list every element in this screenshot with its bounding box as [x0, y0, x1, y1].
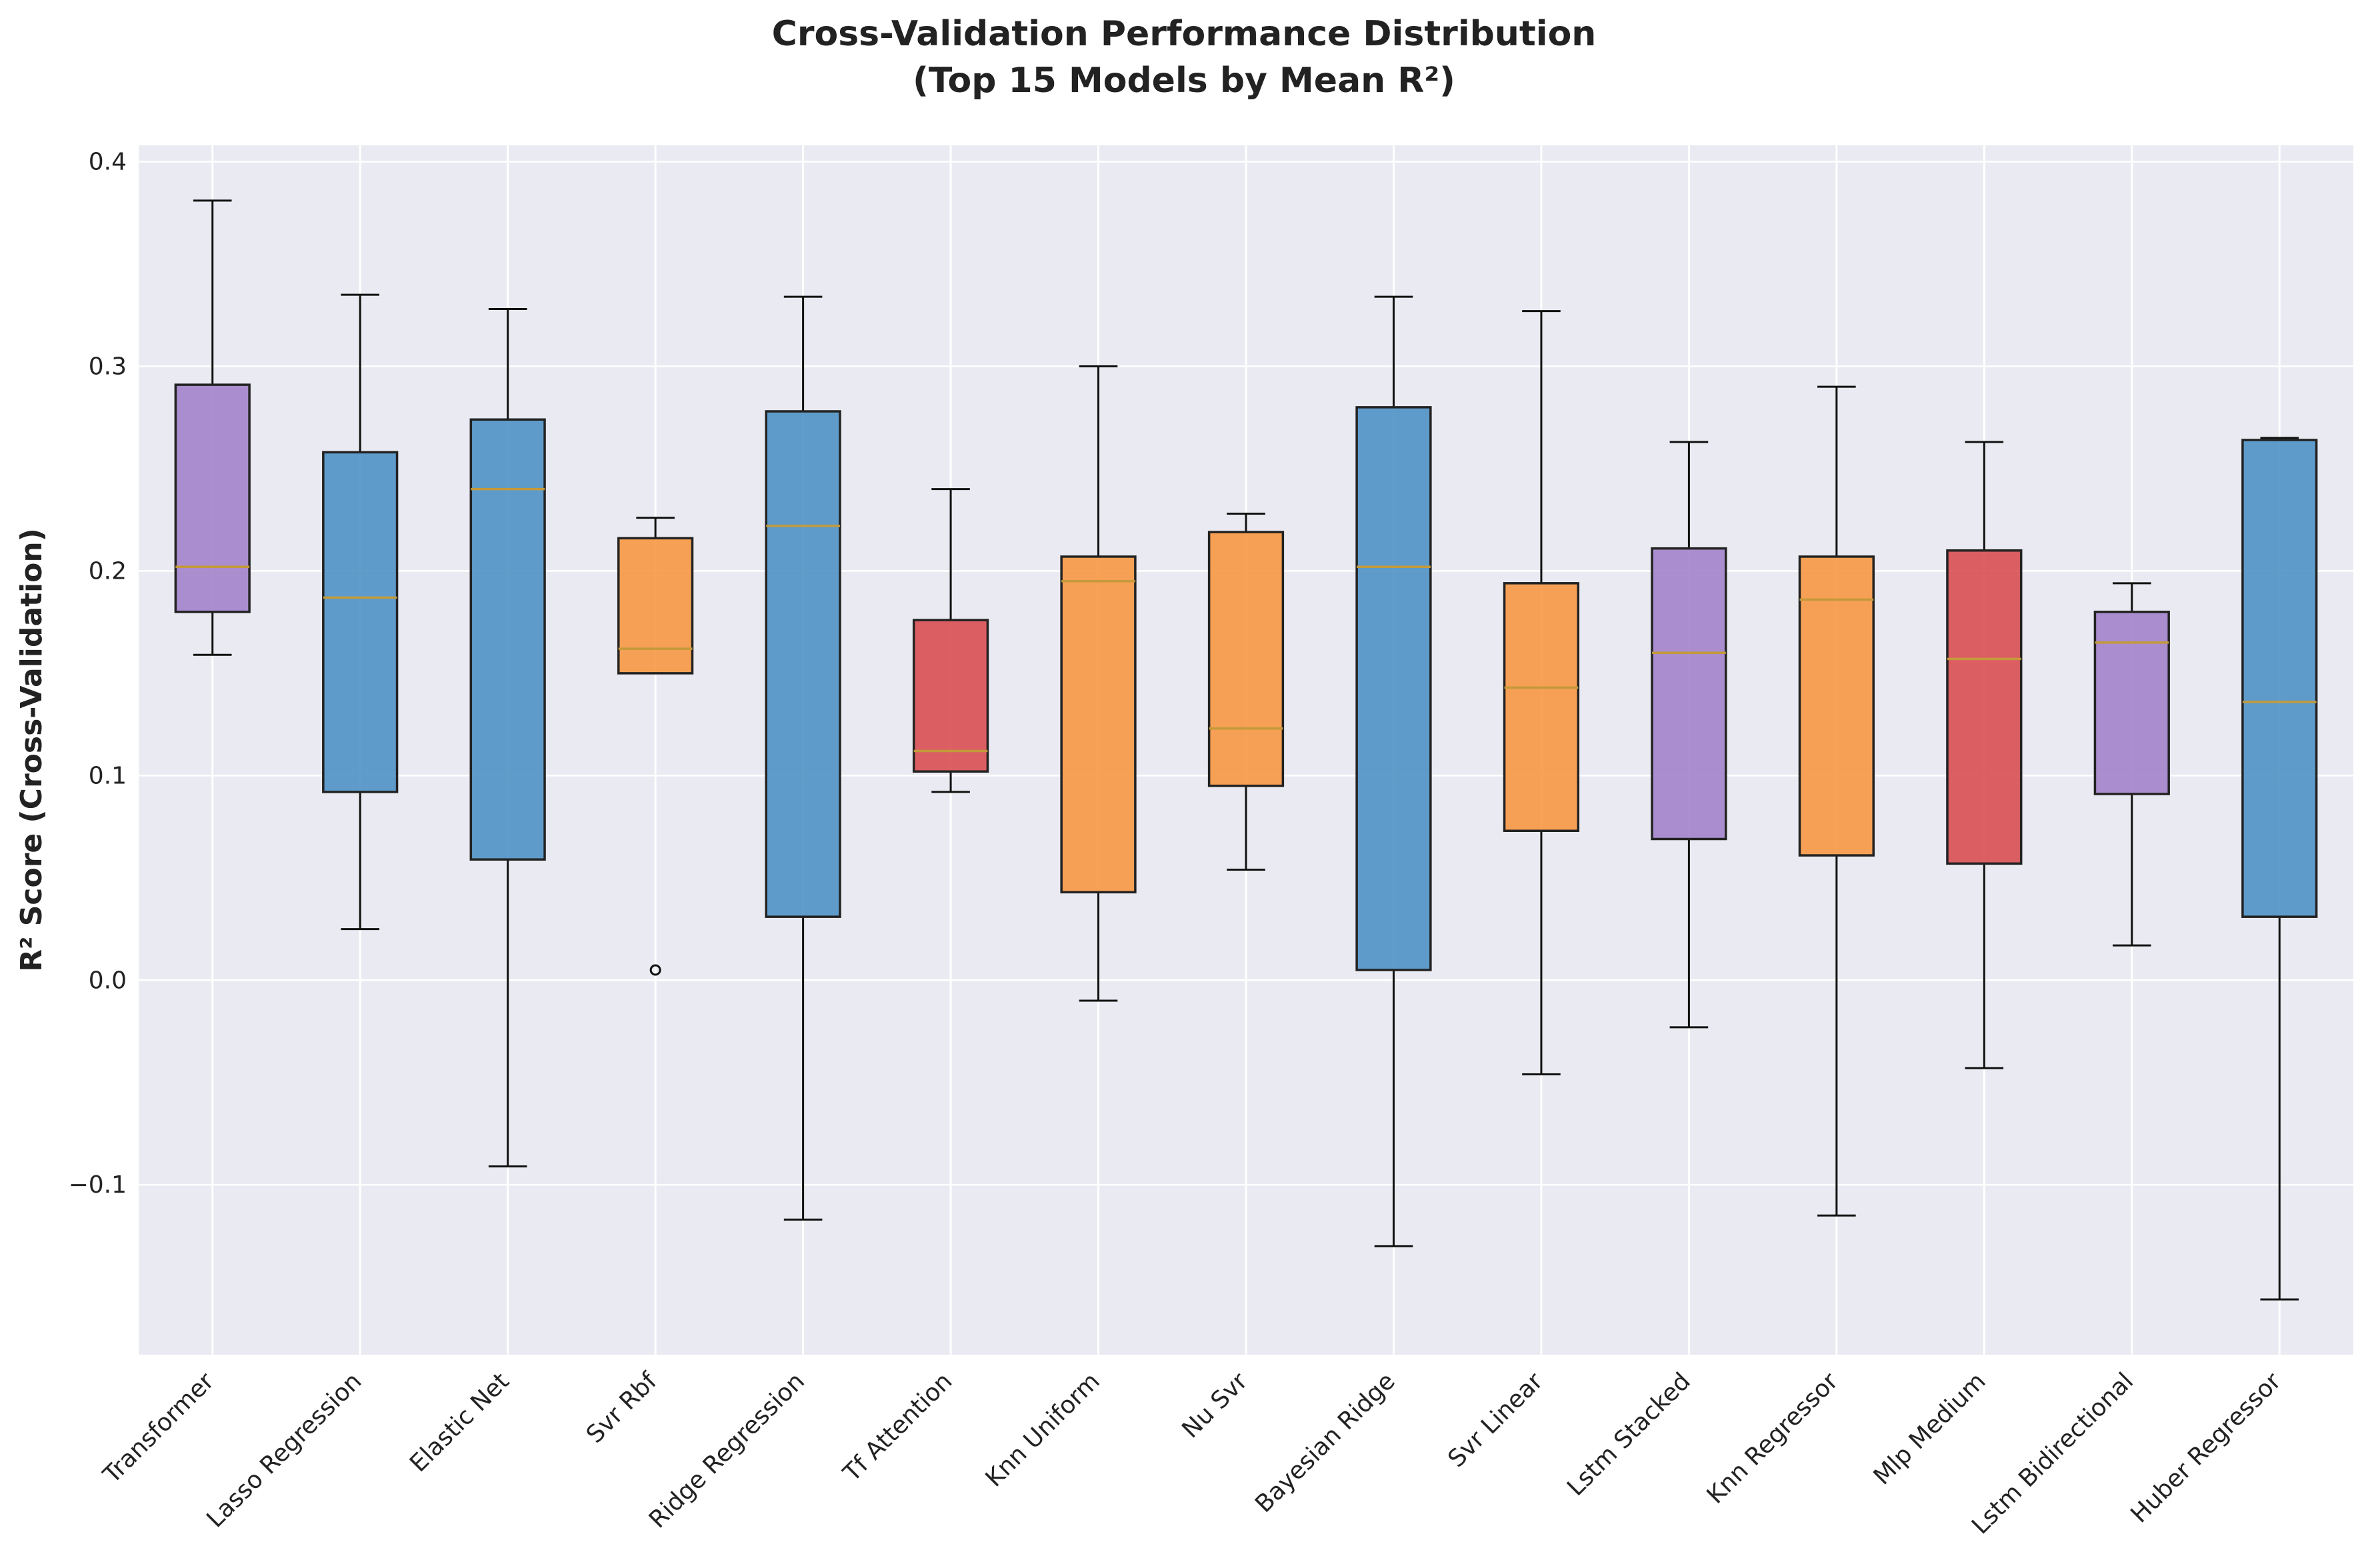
x-tick-label: Svr Linear	[1443, 1367, 1548, 1473]
box-lstm-stacked	[1651, 441, 1727, 1029]
box-tf-attention	[912, 488, 989, 793]
box-body	[1503, 582, 1580, 832]
box-transformer	[174, 199, 251, 656]
x-tick-label: Nu Svr	[1177, 1367, 1253, 1443]
box-nu-svr	[1207, 512, 1285, 871]
chart-subtitle: (Top 15 Models by Mean R²)	[913, 61, 1455, 101]
x-tick-label: Bayesian Ridge	[1250, 1367, 1401, 1518]
box-body	[1207, 531, 1285, 787]
box-elastic-net	[469, 308, 546, 1168]
box-mlp-medium	[1946, 441, 2023, 1069]
y-tick-label: 0.4	[89, 149, 127, 176]
x-tick-label: Lstm Stacked	[1562, 1367, 1696, 1501]
box-body	[1798, 555, 1875, 857]
x-tick-label: Lstm Bidirectional	[1967, 1367, 2139, 1539]
box-svr-rbf	[617, 517, 694, 976]
x-tick-label: Knn Regressor	[1702, 1367, 1844, 1509]
box-knn-regressor	[1798, 385, 1875, 1217]
y-tick-label: 0.0	[89, 967, 127, 994]
box-body	[1355, 406, 1432, 971]
y-tick-label: 0.2	[89, 557, 127, 585]
box-body	[1060, 555, 1137, 894]
x-tick-label: Lasso Regression	[201, 1367, 367, 1533]
box-body	[469, 418, 546, 861]
chart-title: Cross-Validation Performance Distributio…	[772, 14, 1597, 54]
x-tick-label: Knn Uniform	[981, 1367, 1105, 1492]
box-knn-uniform	[1060, 365, 1137, 1002]
box-body	[2093, 611, 2170, 795]
box-body	[1651, 547, 1727, 841]
box-body	[1946, 549, 2023, 865]
x-tick-label: Ridge Regression	[644, 1367, 810, 1533]
x-tick-label: Mlp Medium	[1869, 1367, 1991, 1490]
box-bayesian-ridge	[1355, 295, 1432, 1247]
box-body	[174, 383, 251, 613]
x-tick-label: Transformer	[98, 1367, 220, 1489]
box-body	[617, 537, 694, 675]
box-body	[912, 619, 989, 773]
outlier-point	[649, 964, 661, 976]
y-tick-label: 0.1	[89, 762, 127, 789]
x-tick-label: Svr Rbf	[581, 1367, 663, 1449]
y-axis-label: R² Score (Cross-Validation)	[15, 528, 49, 972]
box-ridge-regression	[765, 295, 841, 1221]
x-tick-label: Huber Regressor	[2125, 1367, 2286, 1528]
box-body	[322, 451, 399, 793]
y-tick-label: −0.1	[69, 1171, 127, 1199]
box-body	[2241, 439, 2318, 918]
box-lasso-regression	[322, 293, 399, 931]
box-lstm-bidirectional	[2093, 582, 2170, 947]
box-svr-linear	[1503, 310, 1580, 1075]
y-tick-label: 0.3	[89, 353, 127, 380]
box-huber-regressor	[2241, 437, 2318, 1301]
x-tick-label: Elastic Net	[405, 1367, 515, 1477]
x-tick-label: Tf Attention	[838, 1367, 958, 1487]
box-body	[765, 410, 841, 918]
